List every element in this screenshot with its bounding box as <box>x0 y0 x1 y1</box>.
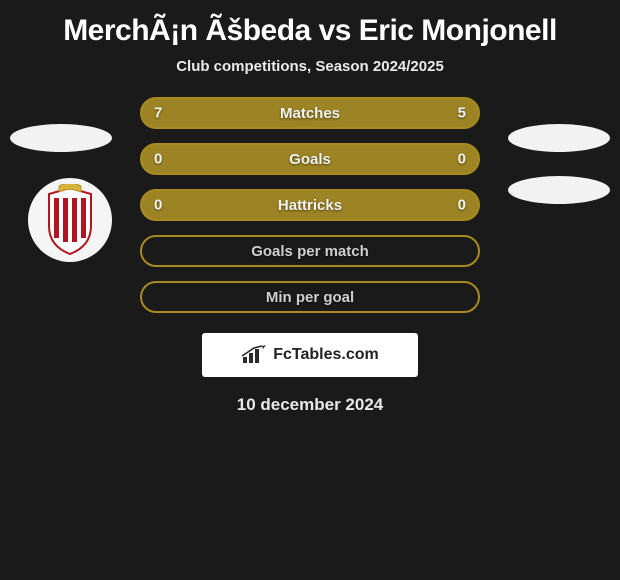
stat-left-value: 7 <box>154 105 162 122</box>
stat-label: Goals per match <box>251 243 369 260</box>
stat-label: Goals <box>289 151 331 168</box>
stat-left-value: 0 <box>154 151 162 168</box>
stat-row-goals: 0 Goals 0 <box>140 143 480 175</box>
stat-right-value: 0 <box>458 197 466 214</box>
page-subtitle: Club competitions, Season 2024/2025 <box>0 58 620 75</box>
stat-right-value: 0 <box>458 151 466 168</box>
stat-left-value: 0 <box>154 197 162 214</box>
club-crest-icon <box>41 184 99 256</box>
stat-label: Hattricks <box>278 197 342 214</box>
club-crest <box>28 178 112 262</box>
player-placeholder-right-2 <box>508 176 610 204</box>
player-placeholder-left <box>10 124 112 152</box>
stat-row-matches: 7 Matches 5 <box>140 97 480 129</box>
stat-row-min-per-goal: Min per goal <box>140 281 480 313</box>
player-placeholder-right-1 <box>508 124 610 152</box>
footer-date: 10 december 2024 <box>0 395 620 415</box>
watermark-label: FcTables.com <box>273 346 379 364</box>
page-title: MerchÃ¡n Ãšbeda vs Eric Monjonell <box>0 14 620 48</box>
stat-label: Min per goal <box>266 289 354 306</box>
stat-row-goals-per-match: Goals per match <box>140 235 480 267</box>
stat-label: Matches <box>280 105 340 122</box>
comparison-card: MerchÃ¡n Ãšbeda vs Eric Monjonell Club c… <box>0 0 620 580</box>
stat-row-hattricks: 0 Hattricks 0 <box>140 189 480 221</box>
bar-chart-icon <box>241 345 267 365</box>
stat-right-value: 5 <box>458 105 466 122</box>
source-watermark: FcTables.com <box>202 333 418 377</box>
